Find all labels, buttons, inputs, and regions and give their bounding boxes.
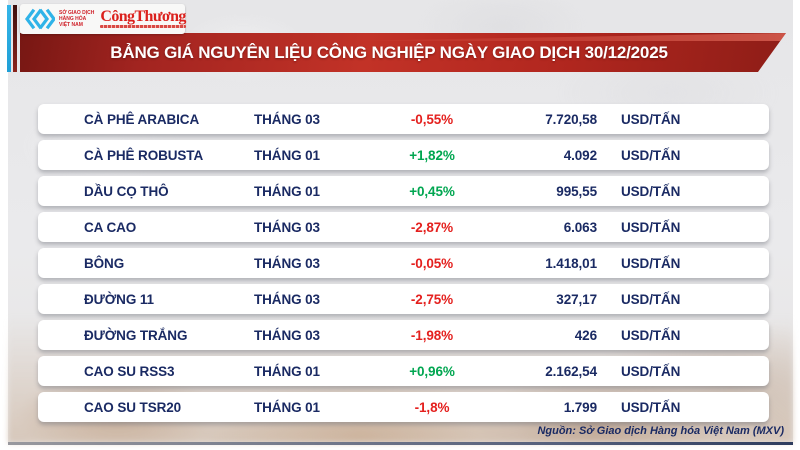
mxv-org-name: SỞ GIAO DỊCH HÀNG HÓA VIỆT NAM xyxy=(59,10,94,28)
mxv-org-line: VIỆT NAM xyxy=(59,22,83,28)
table-row: ĐƯỜNG TRẮNG THÁNG 03 -1,98% 426 USD/TẤN xyxy=(38,320,769,350)
change-percent: +0,45% xyxy=(409,183,455,199)
commodity-name: ĐƯỜNG 11 xyxy=(84,291,154,307)
contract-month: THÁNG 03 xyxy=(254,327,320,343)
bottom-divider xyxy=(8,442,793,445)
congthuong-tagline xyxy=(100,25,186,28)
price-value: 327,17 xyxy=(556,291,597,307)
contract-month: THÁNG 03 xyxy=(254,219,320,235)
change-percent: -2,75% xyxy=(410,291,454,307)
contract-month: THÁNG 03 xyxy=(254,291,320,307)
congthuong-wordmark: CôngThương xyxy=(100,8,186,25)
table-row: ĐƯỜNG 11 THÁNG 03 -2,75% 327,17 USD/TẤN xyxy=(38,284,769,314)
price-unit: USD/TẤN xyxy=(621,327,681,343)
price-value: 426 xyxy=(574,327,597,343)
commodity-name: CÀ PHÊ ARABICA xyxy=(84,111,200,127)
table-row: CAO SU TSR20 THÁNG 01 -1,8% 1.799 USD/TẤ… xyxy=(38,392,769,422)
mxv-logo-icon xyxy=(25,8,55,30)
table-row: CÀ PHÊ ARABICA THÁNG 03 -0,55% 7.720,58 … xyxy=(38,104,769,134)
commodity-name: CÀ PHÊ ROBUSTA xyxy=(84,147,204,163)
contract-month: THÁNG 01 xyxy=(254,147,320,163)
price-unit: USD/TẤN xyxy=(621,183,681,199)
price-unit: USD/TẤN xyxy=(621,399,681,415)
contract-month: THÁNG 01 xyxy=(254,399,320,415)
change-percent: -2,87% xyxy=(410,219,454,235)
change-percent: +1,82% xyxy=(409,147,455,163)
price-value: 6.063 xyxy=(563,219,597,235)
price-value: 1.799 xyxy=(563,399,597,415)
change-percent: -1,8% xyxy=(414,399,450,415)
price-table: CÀ PHÊ ARABICA THÁNG 03 -0,55% 7.720,58 … xyxy=(38,104,769,428)
price-unit: USD/TẤN xyxy=(621,111,681,127)
price-value: 7.720,58 xyxy=(545,111,597,127)
source-credit: Nguồn: Sở Giao dịch Hàng hóa Việt Nam (M… xyxy=(537,425,784,437)
logo-bar: SỞ GIAO DỊCH HÀNG HÓA VIỆT NAM CôngThươn… xyxy=(20,4,186,34)
price-unit: USD/TẤN xyxy=(621,147,681,163)
change-percent: -0,55% xyxy=(410,111,454,127)
price-value: 995,55 xyxy=(556,183,597,199)
change-percent: +0,96% xyxy=(409,363,455,379)
table-row: DẦU CỌ THÔ THÁNG 01 +0,45% 995,55 USD/TẤ… xyxy=(38,176,769,206)
price-value: 2.162,54 xyxy=(545,363,597,379)
accent-stripe-cyan xyxy=(7,5,11,72)
page-title: BẢNG GIÁ NGUYÊN LIỆU CÔNG NGHIỆP NGÀY GI… xyxy=(110,42,668,62)
commodity-name: DẦU CỌ THÔ xyxy=(84,183,169,199)
mxv-org-line: SỞ GIAO DỊCH xyxy=(59,10,95,16)
price-unit: USD/TẤN xyxy=(621,291,681,307)
commodity-name: CA CAO xyxy=(84,219,137,235)
price-unit: USD/TẤN xyxy=(621,363,681,379)
contract-month: THÁNG 03 xyxy=(254,111,320,127)
table-row: CAO SU RSS3 THÁNG 01 +0,96% 2.162,54 USD… xyxy=(38,356,769,386)
mxv-org-line: HÀNG HÓA xyxy=(59,16,87,22)
accent-stripe-maroon xyxy=(13,5,17,72)
contract-month: THÁNG 01 xyxy=(254,363,320,379)
commodity-name: CAO SU RSS3 xyxy=(84,363,175,379)
change-percent: -1,98% xyxy=(410,327,454,343)
congthuong-logo: CôngThương xyxy=(100,8,186,28)
commodity-name: BÔNG xyxy=(84,255,125,271)
table-row: CÀ PHÊ ROBUSTA THÁNG 01 +1,82% 4.092 USD… xyxy=(38,140,769,170)
contract-month: THÁNG 01 xyxy=(254,183,320,199)
change-percent: -0,05% xyxy=(410,255,454,271)
banner-fold xyxy=(342,33,786,41)
commodity-name: CAO SU TSR20 xyxy=(84,399,182,415)
price-unit: USD/TẤN xyxy=(621,255,681,271)
table-row: BÔNG THÁNG 03 -0,05% 1.418,01 USD/TẤN xyxy=(38,248,769,278)
price-value: 1.418,01 xyxy=(545,255,597,271)
contract-month: THÁNG 03 xyxy=(254,255,320,271)
table-row: CA CAO THÁNG 03 -2,87% 6.063 USD/TẤN xyxy=(38,212,769,242)
price-unit: USD/TẤN xyxy=(621,219,681,235)
commodity-name: ĐƯỜNG TRẮNG xyxy=(84,327,188,343)
title-banner: BẢNG GIÁ NGUYÊN LIỆU CÔNG NGHIỆP NGÀY GI… xyxy=(20,33,786,72)
price-value: 4.092 xyxy=(563,147,597,163)
